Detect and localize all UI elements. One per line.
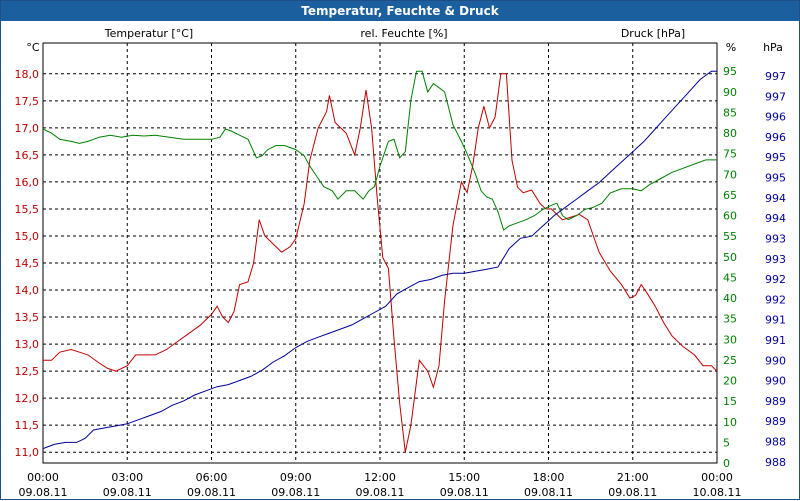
temperature-tick-label: 12,5 bbox=[15, 365, 40, 378]
x-tick-time: 00:00 bbox=[27, 471, 59, 484]
pressure-tick-label: 995 bbox=[765, 172, 786, 185]
pressure-tick-label: 994 bbox=[765, 192, 786, 205]
pressure-tick-label: 991 bbox=[765, 314, 786, 327]
humidity-tick-label: 90 bbox=[723, 86, 737, 99]
pressure-tick-label: 988 bbox=[765, 456, 786, 469]
series-line-temperature bbox=[43, 73, 718, 453]
pressure-tick-label: 997 bbox=[765, 90, 786, 103]
temperature-tick-label: 17,5 bbox=[15, 95, 40, 108]
legend-humidity: rel. Feuchte [%] bbox=[360, 27, 447, 40]
humidity-tick-label: 75 bbox=[723, 148, 737, 161]
pressure-tick-label: 992 bbox=[765, 293, 786, 306]
chart-axes: 11,0 11,5 12,0 12,5 13,0 13,5 14,0 14,5 15,0 15,5… bbox=[15, 65, 787, 499]
humidity-tick-label: 80 bbox=[723, 127, 737, 140]
chart-grid bbox=[42, 42, 718, 464]
humidity-tick-label: 30 bbox=[723, 333, 737, 346]
chart-series bbox=[42, 70, 718, 453]
humidity-tick-label: 95 bbox=[723, 65, 737, 78]
series-line-humidity bbox=[42, 70, 717, 231]
humidity-tick-label: 45 bbox=[723, 271, 737, 284]
humidity-tick-label: 70 bbox=[723, 168, 737, 181]
pressure-tick-label: 992 bbox=[765, 273, 786, 286]
pressure-tick-label: 995 bbox=[765, 151, 786, 164]
humidity-tick-label: 20 bbox=[723, 375, 737, 388]
temperature-tick-label: 15,0 bbox=[15, 230, 40, 243]
temperature-tick-label: 11,0 bbox=[15, 446, 40, 459]
x-tick-date: 10.08.11 bbox=[693, 486, 742, 499]
temperature-tick-label: 14,5 bbox=[15, 257, 40, 270]
pressure-tick-label: 996 bbox=[765, 111, 786, 124]
humidity-tick-label: 35 bbox=[723, 313, 737, 326]
x-tick-date: 09.08.11 bbox=[524, 486, 573, 499]
x-tick-date: 09.08.11 bbox=[187, 486, 236, 499]
temperature-tick-label: 11,5 bbox=[15, 419, 40, 432]
x-tick-date: 09.08.11 bbox=[271, 486, 320, 499]
temperature-tick-label: 14,0 bbox=[15, 284, 40, 297]
axis-unit-humidity: % bbox=[726, 41, 736, 54]
axis-unit-temperature: °C bbox=[26, 41, 40, 54]
humidity-tick-label: 10 bbox=[723, 416, 737, 429]
x-tick-time: 09:00 bbox=[280, 471, 312, 484]
x-tick-date: 09.08.11 bbox=[608, 486, 657, 499]
temperature-tick-label: 16,0 bbox=[15, 176, 40, 189]
pressure-tick-label: 997 bbox=[765, 70, 786, 83]
legend-pressure: Druck [hPa] bbox=[621, 27, 685, 40]
series-line-pressure bbox=[42, 70, 717, 450]
humidity-tick-label: 85 bbox=[723, 106, 737, 119]
temperature-tick-label: 12,0 bbox=[15, 392, 40, 405]
temperature-tick-label: 13,5 bbox=[15, 311, 40, 324]
humidity-tick-label: 50 bbox=[723, 251, 737, 264]
humidity-tick-label: 25 bbox=[723, 354, 737, 367]
pressure-tick-label: 990 bbox=[765, 354, 786, 367]
temperature-tick-label: 18,0 bbox=[15, 68, 40, 81]
x-tick-time: 15:00 bbox=[448, 471, 480, 484]
humidity-tick-label: 15 bbox=[723, 395, 737, 408]
x-tick-date: 09.08.11 bbox=[356, 486, 405, 499]
axis-unit-pressure: hPa bbox=[763, 41, 783, 54]
pressure-tick-label: 996 bbox=[765, 131, 786, 144]
pressure-tick-label: 993 bbox=[765, 253, 786, 266]
humidity-tick-label: 55 bbox=[723, 230, 737, 243]
x-tick-date: 09.08.11 bbox=[103, 486, 152, 499]
humidity-tick-label: 0 bbox=[723, 457, 730, 470]
x-tick-time: 06:00 bbox=[196, 471, 228, 484]
pressure-tick-label: 988 bbox=[765, 436, 786, 449]
temperature-tick-label: 13,0 bbox=[15, 338, 40, 351]
humidity-tick-label: 65 bbox=[723, 189, 737, 202]
pressure-tick-label: 994 bbox=[765, 212, 786, 225]
temperature-tick-label: 17,0 bbox=[15, 122, 40, 135]
pressure-tick-label: 990 bbox=[765, 375, 786, 388]
pressure-tick-label: 989 bbox=[765, 415, 786, 428]
temperature-tick-label: 15,5 bbox=[15, 203, 40, 216]
x-tick-time: 18:00 bbox=[533, 471, 565, 484]
x-tick-date: 09.08.11 bbox=[19, 486, 68, 499]
x-tick-time: 21:00 bbox=[617, 471, 649, 484]
pressure-tick-label: 991 bbox=[765, 334, 786, 347]
legend-temperature: Temperatur [°C] bbox=[104, 27, 193, 40]
x-tick-date: 09.08.11 bbox=[440, 486, 489, 499]
pressure-tick-label: 989 bbox=[765, 395, 786, 408]
humidity-tick-label: 40 bbox=[723, 292, 737, 305]
x-tick-time: 00:00 bbox=[701, 471, 733, 484]
temperature-tick-label: 16,5 bbox=[15, 149, 40, 162]
x-tick-time: 12:00 bbox=[364, 471, 396, 484]
humidity-tick-label: 5 bbox=[723, 436, 730, 449]
x-tick-time: 03:00 bbox=[111, 471, 143, 484]
pressure-tick-label: 993 bbox=[765, 232, 786, 245]
humidity-tick-label: 60 bbox=[723, 210, 737, 223]
window-title: Temperatur, Feuchte & Druck bbox=[1, 1, 799, 21]
